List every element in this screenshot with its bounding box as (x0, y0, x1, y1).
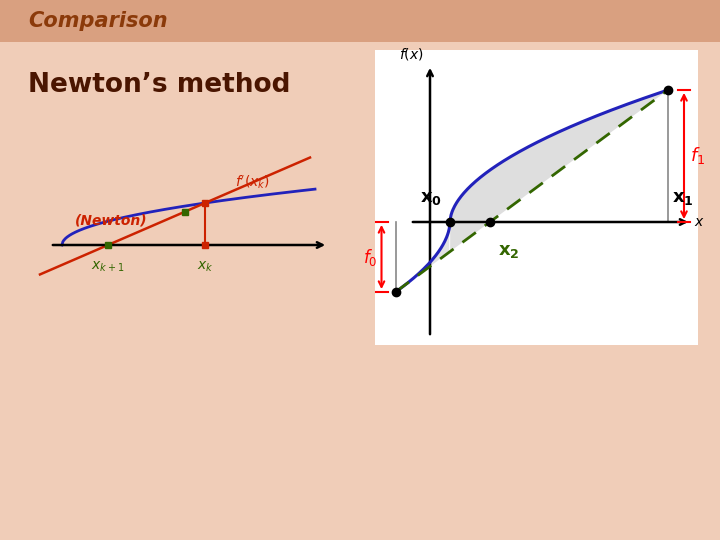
Text: $f(x)$: $f(x)$ (400, 46, 424, 62)
Text: $\mathbf{x_0}$: $\mathbf{x_0}$ (420, 189, 442, 207)
Text: $\mathbf{x_1}$: $\mathbf{x_1}$ (672, 189, 693, 207)
Polygon shape (450, 90, 668, 252)
Polygon shape (395, 228, 449, 292)
Text: (Newton): (Newton) (75, 213, 148, 227)
Text: Comparison: Comparison (28, 11, 168, 31)
Text: Newton’s method: Newton’s method (28, 72, 290, 98)
Text: $f_1$: $f_1$ (690, 145, 705, 166)
Text: False Position: False Position (415, 72, 622, 98)
Text: $x$: $x$ (694, 215, 705, 229)
Bar (0, 0, 720, 42)
Text: $\mathbf{x_2}$: $\mathbf{x_2}$ (498, 242, 519, 260)
Text: $f'(x_k)$: $f'(x_k)$ (235, 173, 270, 191)
Bar (375, 50, 698, 345)
Text: $x_{k+1}$: $x_{k+1}$ (91, 260, 125, 274)
Text: $x_k$: $x_k$ (197, 260, 213, 274)
Text: $f_0$: $f_0$ (363, 246, 377, 267)
